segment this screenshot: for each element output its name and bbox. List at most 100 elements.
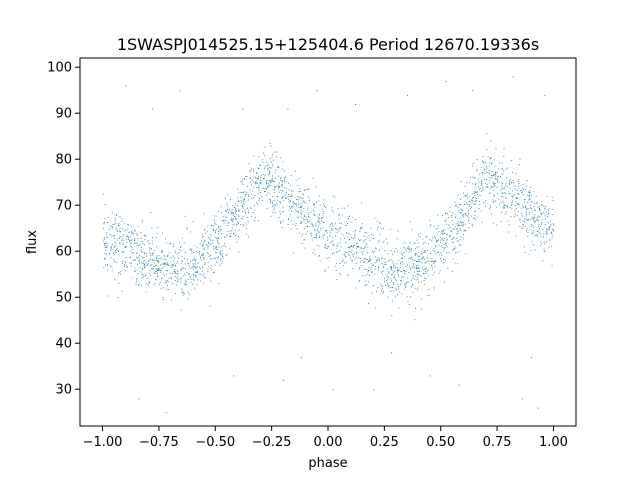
data-point <box>445 242 447 244</box>
data-point <box>431 240 433 242</box>
data-point <box>468 205 470 207</box>
data-point <box>148 260 150 262</box>
data-point <box>245 223 247 225</box>
data-point <box>347 253 349 255</box>
data-point <box>415 275 417 277</box>
data-point <box>289 206 291 208</box>
data-point <box>438 239 439 241</box>
data-point <box>350 259 352 261</box>
data-point <box>344 262 346 264</box>
data-point <box>123 240 125 242</box>
data-point <box>537 201 538 203</box>
data-point <box>407 301 409 303</box>
data-point <box>485 206 487 207</box>
data-point <box>400 261 402 263</box>
data-point <box>481 182 482 184</box>
data-point <box>422 257 424 259</box>
data-point <box>246 176 248 177</box>
data-point <box>194 271 196 273</box>
data-point <box>238 211 240 212</box>
outlier-point <box>512 76 514 78</box>
data-point <box>193 257 195 259</box>
data-point <box>407 248 409 250</box>
data-point <box>449 235 451 237</box>
data-point <box>459 228 461 230</box>
data-point <box>395 279 397 280</box>
data-point <box>519 218 521 220</box>
data-point <box>264 167 265 169</box>
data-point <box>220 229 222 231</box>
data-point <box>218 237 220 239</box>
data-point <box>221 250 223 252</box>
data-point <box>400 253 402 255</box>
data-point <box>277 175 279 177</box>
data-point <box>372 238 374 239</box>
data-point <box>121 242 123 244</box>
data-point <box>355 257 357 259</box>
data-point <box>379 284 381 286</box>
data-point <box>321 208 323 210</box>
data-point <box>270 158 272 159</box>
data-point <box>418 259 420 261</box>
data-point <box>325 243 327 245</box>
data-point <box>168 277 170 279</box>
data-point <box>189 248 191 250</box>
data-point <box>131 230 133 232</box>
data-point <box>160 258 162 260</box>
data-point <box>248 209 250 211</box>
data-point <box>157 276 159 278</box>
data-point <box>366 283 368 285</box>
data-point <box>297 196 299 197</box>
data-point <box>522 191 524 193</box>
data-point <box>161 251 163 253</box>
data-point <box>541 243 543 245</box>
data-point <box>534 234 536 236</box>
data-point <box>541 201 543 202</box>
data-point <box>103 244 105 246</box>
data-point <box>539 232 541 234</box>
data-point <box>263 146 265 148</box>
data-point <box>289 201 291 202</box>
data-point <box>213 272 215 273</box>
data-point <box>264 155 266 157</box>
data-point <box>184 268 186 270</box>
data-point <box>203 249 205 250</box>
data-point <box>538 209 540 211</box>
data-point <box>228 209 230 211</box>
data-point <box>383 227 384 229</box>
data-point <box>188 293 190 295</box>
data-point <box>337 208 339 210</box>
data-point <box>107 236 109 238</box>
data-point <box>380 228 382 230</box>
data-point <box>144 267 146 269</box>
data-point <box>192 268 194 270</box>
data-point <box>255 217 256 218</box>
y-axis-label: flux <box>25 230 40 254</box>
data-point <box>269 170 270 172</box>
data-point <box>316 233 318 235</box>
data-point <box>149 281 150 283</box>
data-point <box>433 225 435 227</box>
data-point <box>274 204 276 205</box>
data-point <box>208 266 210 268</box>
outlier-point <box>179 90 181 92</box>
data-point <box>253 197 255 199</box>
data-point <box>308 214 309 216</box>
data-point <box>356 247 357 249</box>
data-point <box>436 239 437 241</box>
data-point <box>316 220 318 222</box>
data-point <box>504 192 506 193</box>
data-point <box>377 257 379 259</box>
data-point <box>379 249 380 251</box>
data-point <box>242 205 244 207</box>
data-point <box>489 188 491 190</box>
data-point <box>134 230 136 232</box>
data-point <box>104 204 106 205</box>
data-point <box>482 156 484 158</box>
data-point <box>284 194 286 196</box>
data-point <box>410 296 412 297</box>
data-point <box>409 242 411 244</box>
data-point <box>176 270 178 272</box>
data-point <box>353 253 355 255</box>
